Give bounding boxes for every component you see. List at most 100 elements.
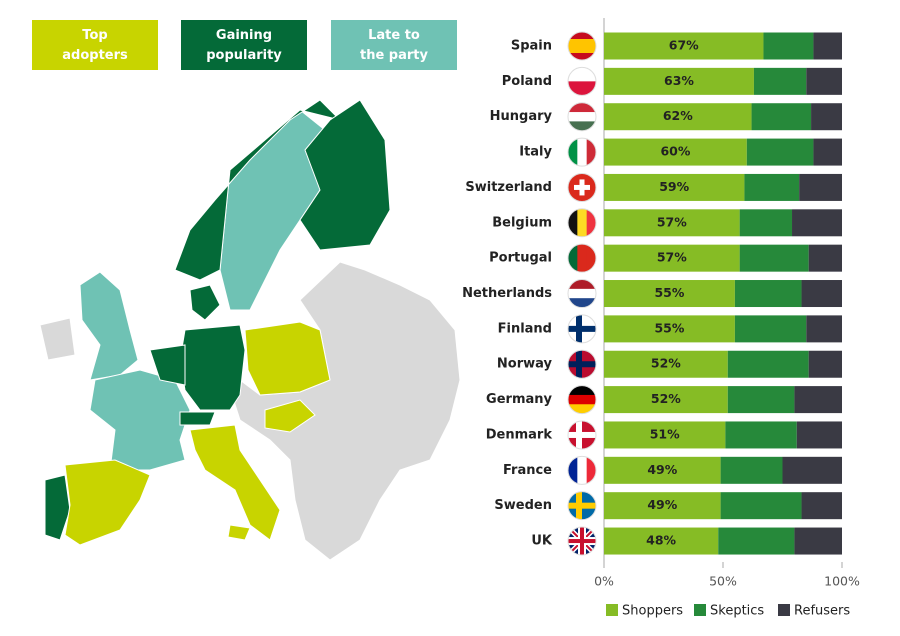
bar-segment — [794, 386, 842, 414]
flag-part — [576, 491, 582, 520]
bar-segment — [782, 456, 842, 484]
country-label: Belgium — [492, 215, 552, 230]
bar-segment — [604, 138, 747, 166]
flag-body — [568, 138, 596, 167]
country-label: Switzerland — [465, 180, 552, 195]
flag-part — [577, 138, 588, 167]
flag-ring — [567, 279, 597, 309]
legend-swatch — [694, 604, 706, 616]
bar-segment — [739, 209, 793, 237]
bar-segment — [813, 32, 842, 60]
value-label: 48% — [646, 533, 676, 548]
legend-label: Refusers — [794, 604, 850, 619]
bar-segment — [751, 103, 812, 131]
value-label: 57% — [657, 250, 687, 265]
legend-label: Skeptics — [710, 604, 764, 619]
flag-part — [568, 298, 596, 308]
flag-ring — [567, 491, 597, 521]
flag-part — [576, 350, 582, 379]
flag — [567, 385, 597, 415]
country-label: UK — [531, 534, 553, 549]
bar-segment — [604, 173, 745, 201]
value-label: 49% — [647, 462, 677, 477]
x-tick-label: 0% — [594, 574, 614, 589]
bar-segment — [604, 209, 740, 237]
country-label: Finland — [498, 321, 552, 336]
x-tick-label: 50% — [709, 574, 737, 589]
country-label: Italy — [519, 145, 552, 160]
value-label: 67% — [669, 38, 699, 53]
flag-ring — [567, 385, 597, 415]
flag — [567, 102, 597, 132]
flag — [567, 279, 597, 309]
country-label: Norway — [497, 357, 553, 372]
flag-part — [586, 208, 596, 237]
bar-segment — [604, 32, 764, 60]
flag-body — [568, 244, 596, 273]
flag-ring — [567, 102, 597, 132]
bar-segment — [806, 67, 842, 95]
flag-part — [579, 179, 585, 196]
bar-segment — [604, 456, 721, 484]
map-legend-box — [331, 20, 457, 70]
flag-part — [568, 138, 578, 167]
flag-body — [568, 420, 596, 449]
flag-ring — [567, 137, 597, 167]
flag-part — [577, 456, 588, 485]
bar-segment — [604, 315, 735, 343]
legend-label: Shoppers — [622, 604, 683, 619]
flag-ring — [567, 172, 597, 202]
bar-segment — [725, 421, 797, 449]
bar-segment — [794, 527, 842, 555]
flag — [567, 243, 597, 273]
map-legend-box — [181, 20, 307, 70]
flag — [567, 349, 597, 379]
bar-segment — [604, 492, 721, 520]
flag — [567, 137, 597, 167]
flag-part — [568, 208, 578, 237]
map-legend-label: Gaining popularity — [206, 28, 282, 63]
value-label: 62% — [663, 108, 693, 123]
value-label: 51% — [650, 426, 680, 441]
value-label: 60% — [660, 144, 690, 159]
bar-segment — [734, 315, 807, 343]
bar-segment — [801, 280, 842, 308]
flag — [567, 491, 597, 521]
bar-segment — [808, 244, 842, 272]
flag — [567, 66, 597, 96]
flag-body — [568, 491, 596, 520]
country-label: Denmark — [486, 427, 553, 442]
flag-ring — [567, 66, 597, 96]
value-label: 49% — [647, 497, 677, 512]
bar-segment — [720, 492, 802, 520]
legend-swatch — [778, 604, 790, 616]
flag-part — [568, 456, 578, 485]
bar-segment — [746, 138, 814, 166]
country-label: Sweden — [494, 498, 552, 513]
flag-ring — [567, 420, 597, 450]
bar-segment — [796, 421, 842, 449]
flag-part — [568, 404, 596, 414]
flag-ring — [567, 208, 597, 238]
flag-part — [568, 67, 596, 82]
flag-ring — [567, 243, 597, 273]
flag-part — [586, 244, 596, 273]
flag-body — [568, 279, 596, 308]
map-legend-box — [32, 20, 158, 70]
flag-part — [568, 53, 596, 60]
bar-segment — [753, 67, 807, 95]
bar-segment — [734, 280, 802, 308]
bar-segment — [718, 527, 795, 555]
country-label: Netherlands — [462, 286, 552, 301]
bar-segment — [792, 209, 842, 237]
country-label: Spain — [511, 39, 552, 54]
flag-part — [568, 121, 596, 131]
flag-part — [577, 244, 588, 273]
bar-segment — [813, 138, 842, 166]
flag-ring — [567, 526, 597, 556]
bar-segment — [811, 103, 842, 131]
value-label: 57% — [657, 214, 687, 229]
europe-map — [39, 99, 461, 561]
flag-body — [568, 208, 596, 237]
